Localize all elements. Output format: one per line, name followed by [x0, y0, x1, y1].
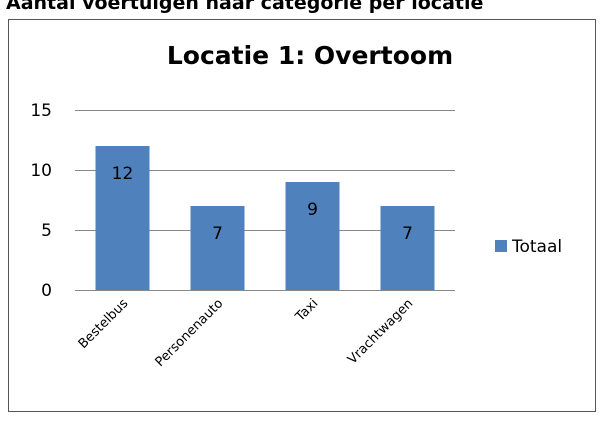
- y-tick-label: 5: [41, 221, 52, 241]
- data-label: 9: [307, 200, 318, 220]
- chart-title: Locatie 1: Overtoom: [167, 41, 453, 70]
- bar: [380, 206, 435, 290]
- y-tick-label: 15: [30, 101, 52, 121]
- data-label: 7: [402, 224, 413, 244]
- bar: [95, 146, 150, 290]
- y-tick-label: 10: [30, 161, 52, 181]
- data-label: 12: [112, 164, 134, 184]
- legend-swatch: [495, 240, 507, 252]
- bar: [190, 206, 245, 290]
- legend-label: Totaal: [511, 237, 562, 257]
- y-tick-label: 0: [41, 281, 52, 301]
- bar: [285, 182, 340, 290]
- page-heading: Aantal voertuigen naar categorie per loc…: [6, 0, 483, 14]
- data-label: 7: [212, 224, 223, 244]
